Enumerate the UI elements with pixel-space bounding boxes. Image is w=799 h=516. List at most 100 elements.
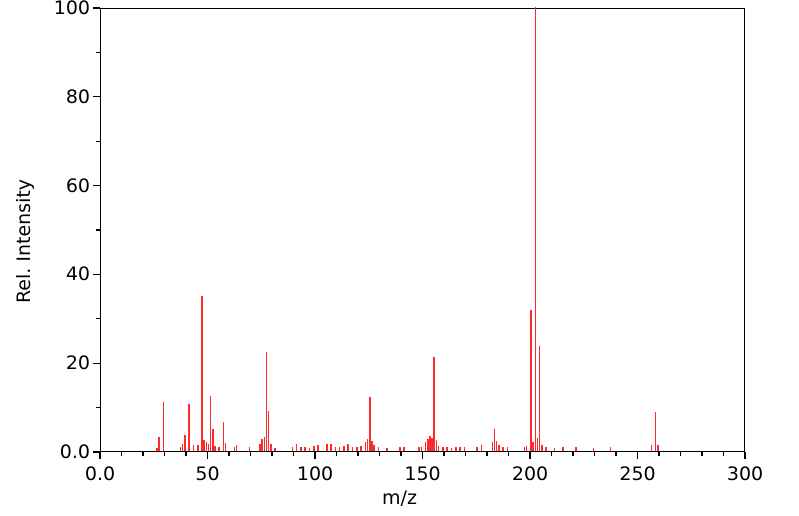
spectrum-peak	[214, 445, 216, 451]
spectrum-peak	[525, 445, 528, 451]
x-minor-tick	[357, 452, 359, 456]
spectrum-peak	[212, 428, 214, 451]
spectrum-peak	[179, 447, 182, 451]
y-tick	[93, 185, 100, 187]
x-tick-label: 100	[296, 463, 334, 485]
spectrum-peak	[446, 447, 448, 451]
spectrum-peak	[476, 446, 479, 451]
x-tick-label: 0.0	[84, 463, 116, 485]
x-tick	[206, 452, 209, 459]
spectrum-peak	[270, 443, 272, 451]
spectrum-peak	[562, 447, 565, 451]
spectrum-peak	[366, 439, 369, 451]
spectrum-peak	[356, 446, 358, 451]
x-minor-tick	[464, 452, 467, 456]
spectrum-peak	[427, 439, 429, 451]
spectrum-peak	[429, 435, 431, 451]
x-minor-tick	[701, 452, 703, 456]
spectrum-peak	[545, 447, 547, 451]
spectrum-peak	[399, 447, 401, 451]
spectrum-peak	[162, 402, 165, 451]
spectrum-peak	[313, 446, 315, 451]
spectrum-peak	[442, 447, 444, 451]
spectrum-peak	[265, 352, 268, 451]
y-axis-label: Rel. Intensity	[13, 178, 35, 304]
spectrum-peak	[463, 447, 466, 451]
spectrum-peak	[222, 422, 225, 451]
spectrum-peak	[192, 445, 195, 451]
spectrum-peak	[207, 444, 210, 451]
spectrum-peak	[433, 356, 436, 451]
spectrum-peak	[203, 439, 205, 451]
spectrum-peak	[343, 446, 345, 451]
spectrum-peak	[532, 442, 534, 451]
y-tick	[93, 7, 100, 9]
spectrum-peak	[454, 447, 457, 451]
x-minor-tick	[249, 452, 252, 456]
spectrum-peak	[218, 446, 221, 451]
spectrum-peak	[295, 444, 298, 451]
spectrum-peak	[338, 447, 341, 451]
spectrum-peak	[609, 447, 612, 451]
spectrum-peak	[209, 395, 212, 451]
y-tick-label: 40	[65, 263, 90, 286]
spectrum-peak	[205, 442, 208, 451]
x-minor-tick	[142, 452, 144, 456]
spectrum-peak	[431, 437, 433, 451]
spectrum-peak	[435, 440, 438, 451]
spectrum-peak	[248, 446, 251, 451]
plot-area	[100, 7, 745, 452]
spectrum-peak	[259, 443, 261, 451]
x-minor-tick	[400, 452, 402, 456]
x-tick	[99, 452, 101, 459]
y-tick	[93, 273, 100, 275]
y-minor-tick	[96, 51, 100, 53]
spectrum-peak	[330, 443, 332, 451]
x-minor-tick	[271, 452, 273, 456]
spectrum-peak	[373, 444, 375, 451]
spectrum-peak	[351, 447, 354, 451]
spectrum-peak	[538, 345, 541, 451]
spectrum-peak	[224, 443, 227, 451]
y-minor-tick	[96, 407, 100, 409]
y-tick-label: 0.0	[59, 441, 90, 463]
spectrum-peak	[304, 447, 307, 451]
y-minor-tick	[96, 229, 100, 231]
y-tick-label: 100	[53, 0, 90, 19]
x-minor-tick	[550, 452, 553, 456]
spectrum-peak	[181, 444, 184, 451]
spectrum-peak	[553, 447, 556, 451]
spectrum-peak	[654, 412, 657, 451]
x-tick	[529, 452, 531, 459]
x-minor-tick	[615, 452, 617, 456]
spectrum-peak	[233, 447, 236, 451]
spectrum-peak	[196, 444, 199, 451]
y-tick-label: 20	[65, 352, 90, 375]
x-minor-tick	[443, 452, 445, 456]
spectrum-peak	[459, 446, 461, 451]
spectrum-peak	[493, 428, 496, 451]
x-tick-label: 300	[726, 463, 764, 485]
x-minor-tick	[378, 452, 381, 456]
x-axis-label: m/z	[382, 487, 417, 509]
spectrum-peak	[291, 447, 294, 451]
spectrum-peak	[267, 411, 270, 451]
y-tick	[93, 451, 100, 453]
spectrum-peak	[308, 447, 311, 451]
spectrum-peak	[317, 445, 319, 451]
x-minor-tick	[507, 452, 510, 456]
spectrum-peak	[506, 447, 509, 451]
spectrum-peak	[274, 447, 276, 451]
x-tick	[314, 452, 316, 459]
spectrum-peak	[371, 441, 373, 451]
spectrum-peak	[368, 396, 371, 451]
spectrum-peak	[502, 446, 504, 451]
y-minor-tick	[96, 318, 100, 320]
x-tick	[636, 452, 639, 459]
spectrum-peak	[334, 446, 337, 451]
spectrum-peak	[360, 445, 362, 451]
spectrum-peak	[495, 441, 498, 451]
spectrum-peak	[158, 437, 160, 451]
x-minor-tick	[163, 452, 166, 456]
